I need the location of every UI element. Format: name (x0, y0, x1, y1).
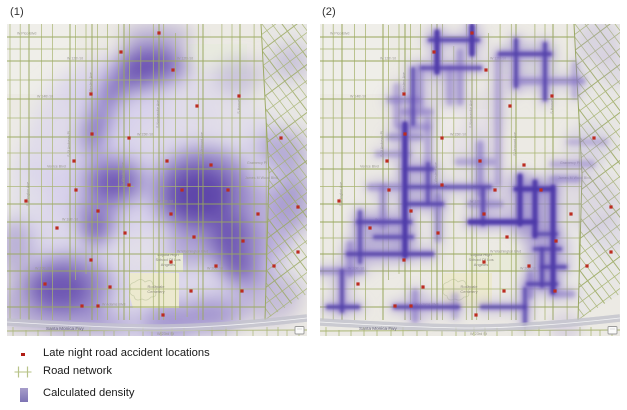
svg-text:Loyola High: Loyola High (157, 252, 178, 257)
svg-text:W 12th St: W 12th St (380, 57, 396, 61)
svg-text:W Pico Blvd: W Pico Blvd (17, 32, 36, 36)
svg-text:S Normandie Ave: S Normandie Ave (156, 100, 160, 128)
svg-text:Rosedale: Rosedale (461, 284, 479, 289)
svg-text:Cemetery: Cemetery (147, 289, 164, 294)
svg-text:W 15th St: W 15th St (137, 133, 153, 137)
svg-text:W 20th St: W 20th St (35, 267, 51, 271)
svg-text:W 23rd St: W 23rd St (470, 332, 488, 336)
svg-text:Cemetery: Cemetery (460, 289, 477, 294)
svg-text:Venice Blvd: Venice Blvd (360, 165, 379, 169)
svg-text:Santa Monica Fwy: Santa Monica Fwy (46, 326, 84, 331)
svg-text:W 12th St: W 12th St (177, 57, 193, 61)
svg-text:James M Wood Blvd: James M Wood Blvd (245, 176, 278, 180)
svg-text:W Adams Blvd: W Adams Blvd (102, 303, 125, 307)
svg-text:S St Andrews Pl: S St Andrews Pl (380, 131, 384, 157)
svg-text:S Western Ave: S Western Ave (89, 72, 93, 96)
svg-text:W 18th St: W 18th St (62, 218, 78, 222)
svg-text:Venice Blvd: Venice Blvd (47, 165, 66, 169)
svg-text:S Arlington Ave: S Arlington Ave (339, 182, 343, 206)
svg-text:School Of Los: School Of Los (155, 257, 180, 262)
svg-text:W 12th St: W 12th St (67, 57, 83, 61)
svg-text:W Pico Blvd: W Pico Blvd (330, 32, 349, 36)
svg-text:W Washington Blvd: W Washington Blvd (490, 250, 521, 254)
svg-text:Loyola High: Loyola High (470, 252, 491, 257)
svg-text:W Washington Blvd: W Washington Blvd (177, 250, 208, 254)
svg-text:School Of Los: School Of Los (468, 257, 493, 262)
svg-text:Santa Monica Fwy: Santa Monica Fwy (359, 326, 397, 331)
svg-text:Angeles: Angeles (474, 262, 488, 267)
svg-text:W 14th St: W 14th St (37, 95, 53, 99)
svg-text:Rosedale: Rosedale (148, 284, 166, 289)
svg-text:W 20th St: W 20th St (207, 267, 223, 271)
svg-text:S Vermont Ave: S Vermont Ave (200, 132, 204, 156)
svg-text:Gramercy Pl: Gramercy Pl (247, 161, 267, 165)
svg-text:S Western Ave: S Western Ave (121, 162, 125, 186)
svg-text:S St Andrews Pl: S St Andrews Pl (67, 131, 71, 157)
svg-text:S Vermont Ave: S Vermont Ave (513, 132, 517, 156)
svg-text:Angeles: Angeles (161, 262, 175, 267)
svg-text:W 14th St: W 14th St (350, 95, 366, 99)
svg-text:S Hoover St: S Hoover St (550, 94, 554, 113)
svg-text:W 23rd St: W 23rd St (157, 332, 175, 336)
svg-text:W 17th St: W 17th St (157, 200, 173, 204)
svg-text:S Hoover St: S Hoover St (237, 94, 241, 113)
svg-text:S Arlington Ave: S Arlington Ave (26, 182, 30, 206)
